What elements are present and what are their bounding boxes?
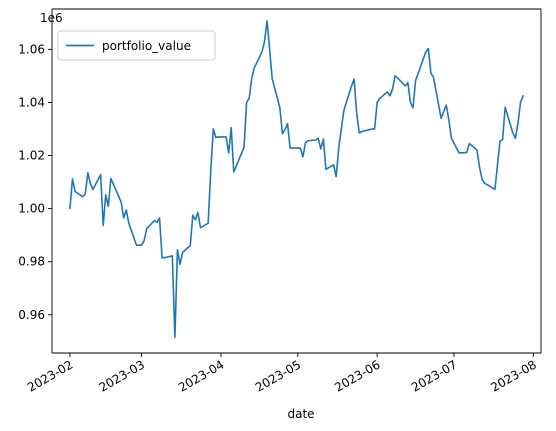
x-axis-label: date [287, 407, 314, 421]
y-tick-label: 0.96 [18, 308, 45, 322]
y-tick-label: 1.00 [18, 202, 45, 216]
legend-entry-portfolio-value: portfolio_value [102, 39, 191, 53]
y-axis-offset-text: 1e6 [40, 11, 63, 25]
legend-frame [57, 30, 216, 61]
y-axis: 0.96 0.98 1.00 1.02 1.04 1.06 [18, 42, 52, 322]
y-tick-label: 1.04 [18, 95, 45, 109]
y-tick-label: 1.06 [18, 42, 45, 56]
y-tick-label: 0.98 [18, 255, 45, 269]
series-line-portfolio-value [69, 20, 524, 339]
legend: portfolio_value [57, 30, 216, 61]
y-tick-label: 1.02 [18, 149, 45, 163]
plot-area [51, 8, 542, 354]
